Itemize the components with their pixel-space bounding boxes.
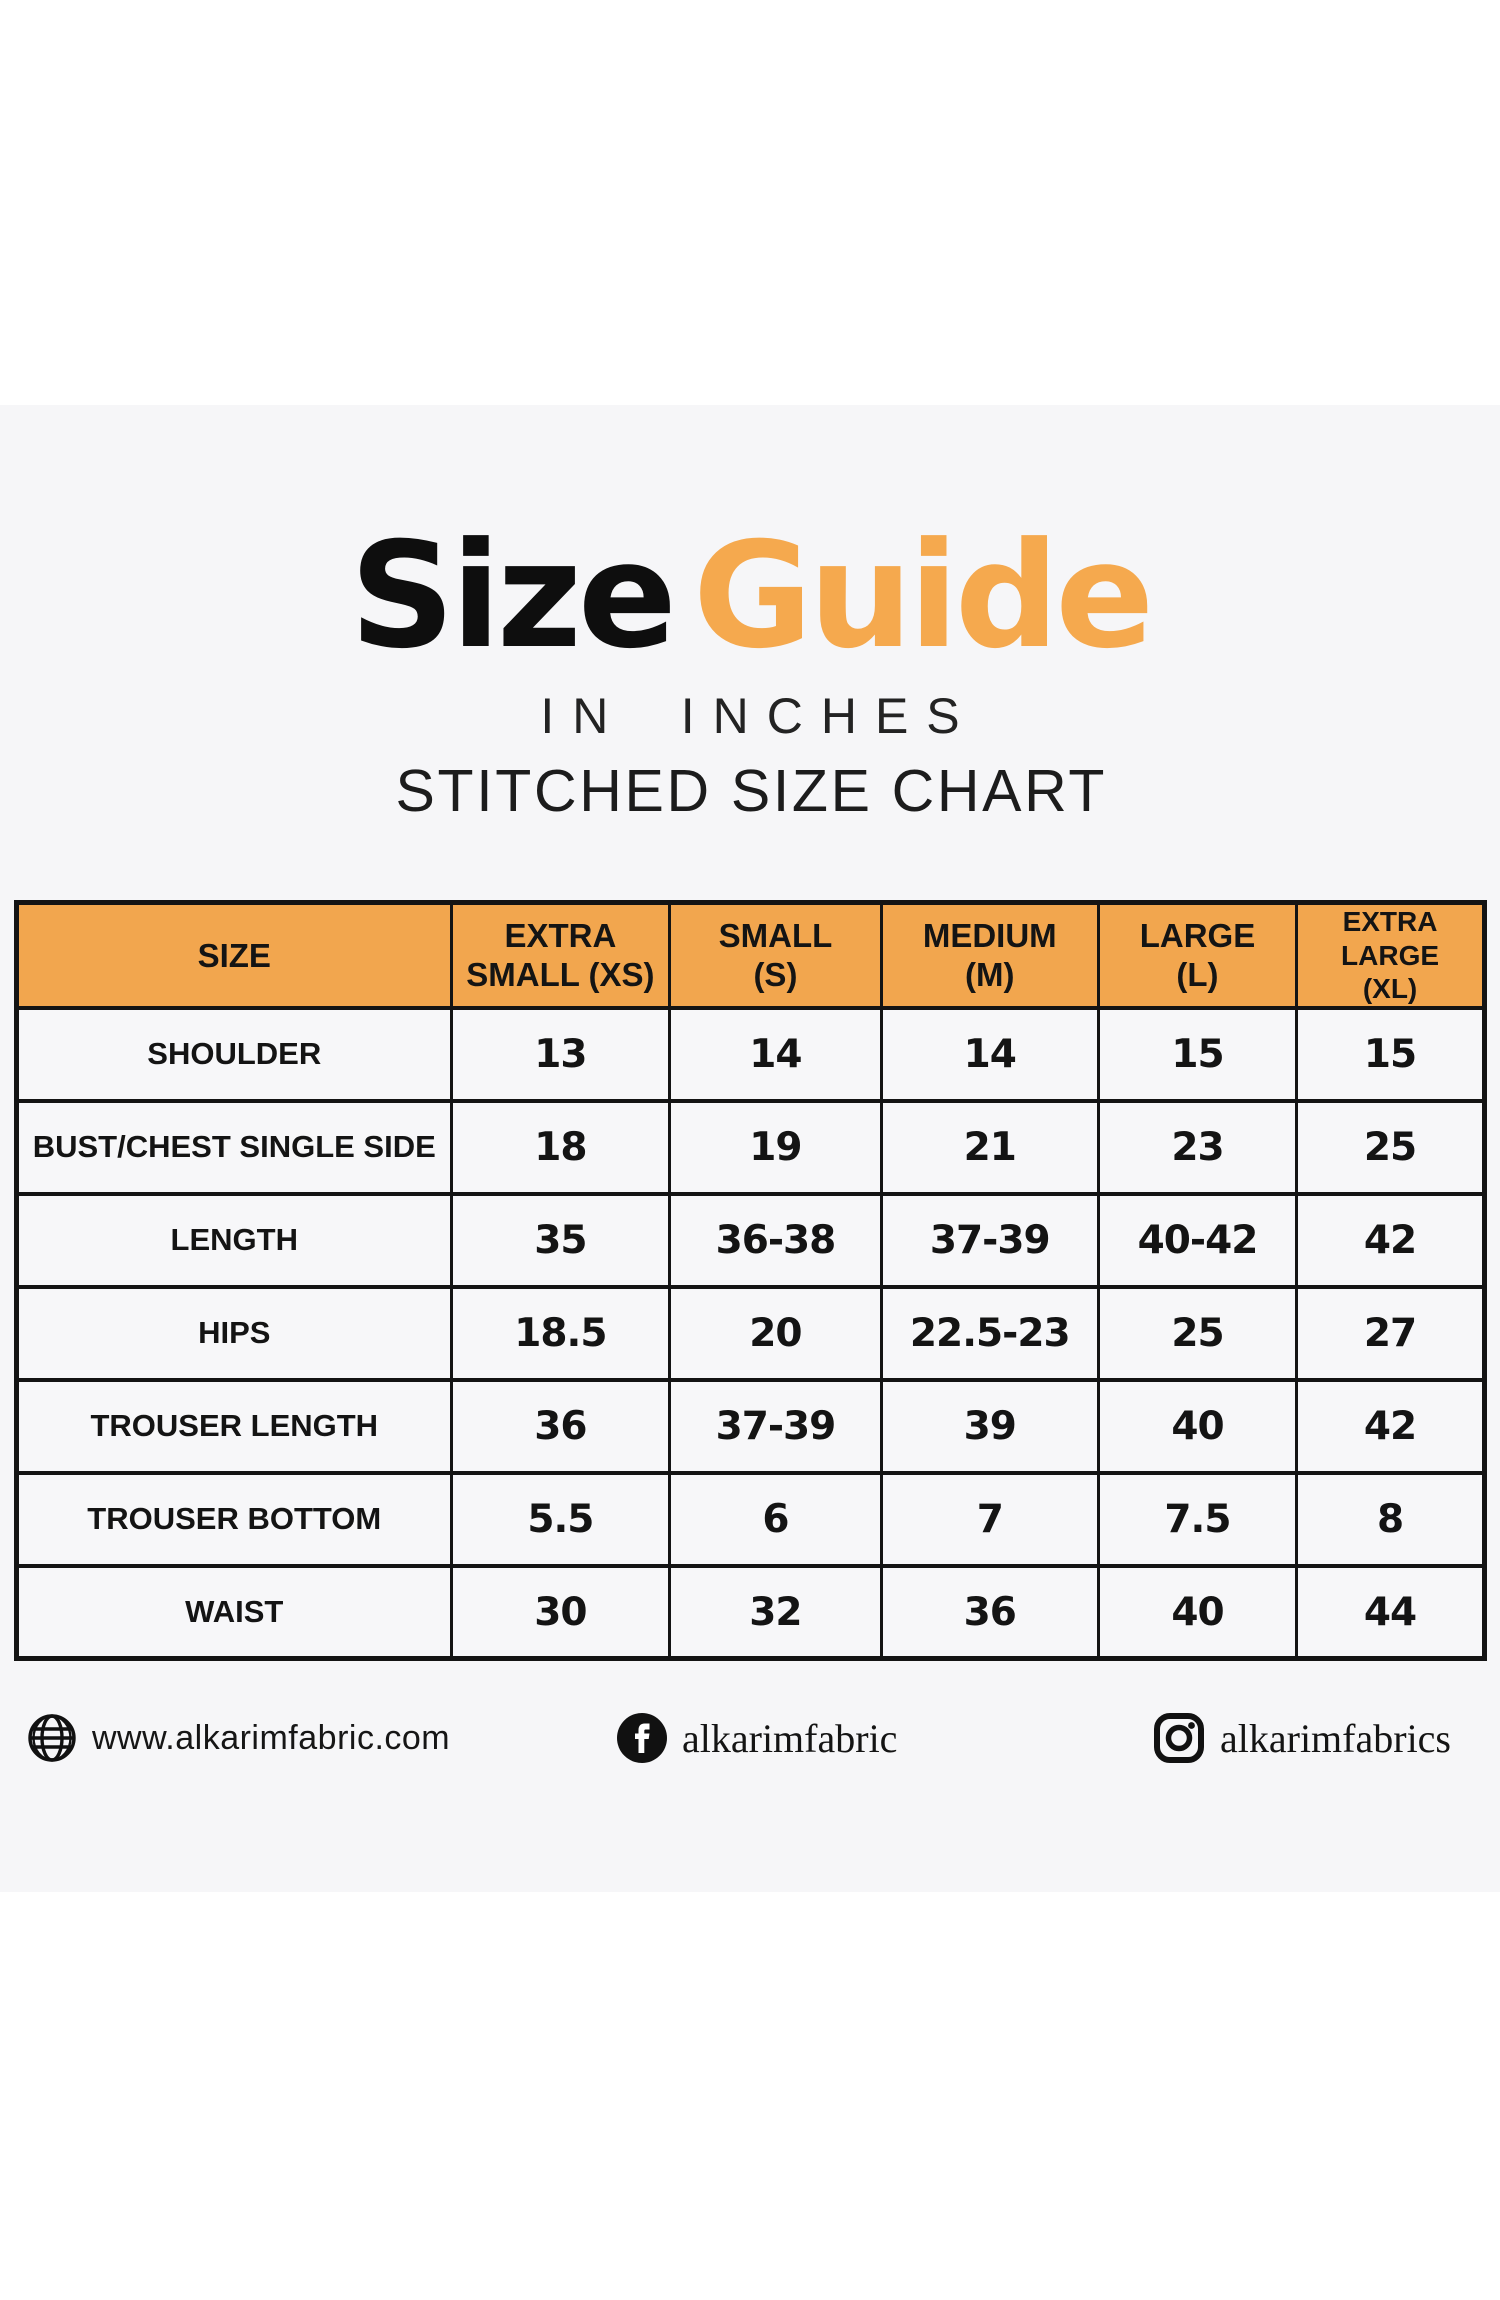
measurement-value: 8 — [1295, 1470, 1486, 1568]
measurement-value: 40 — [1096, 1563, 1299, 1661]
table-row-trouser-bottom: TROUSER BOTTOM 5.5 6 7 7.5 8 — [15, 1470, 1486, 1568]
measurement-value: 32 — [668, 1563, 883, 1661]
measurement-value: 36 — [449, 1377, 672, 1475]
table-header-row: SIZE EXTRA SMALL (XS) SMALL (S) MEDIUM (M) L… — [15, 900, 1486, 1010]
website-url: www.alkarimfabric.com — [92, 1718, 451, 1757]
measurement-value: 37-39 — [668, 1377, 883, 1475]
instagram-icon — [1152, 1711, 1206, 1765]
measurement-value: 7 — [879, 1470, 1100, 1568]
table-row-waist: WAIST 30 32 36 40 44 — [15, 1563, 1486, 1661]
row-label: WAIST — [15, 1563, 453, 1661]
measurement-value: 15 — [1295, 1005, 1486, 1103]
column-header-extra-large: EXTRA LARGE (XL) — [1295, 900, 1486, 1010]
column-header-medium: MEDIUM (M) — [879, 900, 1100, 1010]
title-word-size: Size — [349, 511, 677, 681]
measurement-value: 14 — [879, 1005, 1100, 1103]
globe-icon — [26, 1712, 78, 1764]
column-header-size: SIZE — [15, 900, 453, 1010]
measurement-value: 15 — [1096, 1005, 1299, 1103]
page-title: Size Guide — [0, 519, 1500, 673]
subtitle-in-inches: IN INCHES — [540, 688, 978, 745]
title-block: Size Guide IN INCHES STITCHED SIZE CHART — [0, 519, 1500, 825]
facebook-link[interactable]: alkarimfabric — [616, 1708, 897, 1768]
measurement-value: 36 — [879, 1563, 1100, 1661]
measurement-value: 7.5 — [1096, 1470, 1299, 1568]
table-row-trouser-length: TROUSER LENGTH 36 37-39 39 40 42 — [15, 1377, 1486, 1475]
row-label: HIPS — [15, 1284, 453, 1382]
facebook-icon — [616, 1712, 668, 1764]
column-header-extra: EXTRA SMALL (XS) — [449, 900, 672, 1010]
measurement-value: 14 — [668, 1005, 883, 1103]
instagram-handle: alkarimfabrics — [1220, 1715, 1451, 1761]
measurement-value: 25 — [1295, 1098, 1486, 1196]
table-row-hips: HIPS 18.5 20 22.5-23 25 27 — [15, 1284, 1486, 1382]
measurement-value: 19 — [668, 1098, 883, 1196]
column-header-large: LARGE (L) — [1096, 900, 1299, 1010]
measurement-value: 21 — [879, 1098, 1100, 1196]
table-row-bust-chest-single-side: BUST/CHEST SINGLE SIDE 18 19 21 23 25 — [15, 1098, 1486, 1196]
instagram-link[interactable]: alkarimfabrics — [1152, 1708, 1451, 1768]
measurement-value: 13 — [449, 1005, 672, 1103]
measurement-value: 18 — [449, 1098, 672, 1196]
measurement-value: 39 — [879, 1377, 1100, 1475]
measurement-value: 42 — [1295, 1377, 1486, 1475]
measurement-value: 5.5 — [449, 1470, 672, 1568]
table-row-length: LENGTH 35 36-38 37-39 40-42 42 — [15, 1191, 1486, 1289]
measurement-value: 42 — [1295, 1191, 1486, 1289]
facebook-handle: alkarimfabric — [682, 1715, 898, 1761]
measurement-value: 18.5 — [449, 1284, 672, 1382]
measurement-value: 35 — [449, 1191, 672, 1289]
column-header-small: SMALL (S) — [668, 900, 883, 1010]
website-link[interactable]: www.alkarimfabric.com — [26, 1708, 450, 1768]
measurement-value: 30 — [449, 1563, 672, 1661]
measurement-value: 6 — [668, 1470, 883, 1568]
measurement-value: 40 — [1096, 1377, 1299, 1475]
measurement-value: 37-39 — [879, 1191, 1100, 1289]
row-label: LENGTH — [15, 1191, 453, 1289]
measurement-value: 36-38 — [668, 1191, 883, 1289]
measurement-value: 40-42 — [1096, 1191, 1299, 1289]
title-word-guide: Guide — [692, 511, 1154, 681]
measurement-value: 25 — [1096, 1284, 1299, 1382]
measurement-value: 22.5-23 — [879, 1284, 1100, 1382]
size-chart-table: SIZE EXTRA SMALL (XS) SMALL (S) MEDIUM (M) L… — [14, 900, 1487, 1662]
measurement-value: 23 — [1096, 1098, 1299, 1196]
table-row-shoulder: SHOULDER 13 14 14 15 15 — [15, 1005, 1486, 1103]
row-label: TROUSER BOTTOM — [15, 1470, 453, 1568]
row-label: SHOULDER — [15, 1005, 453, 1103]
measurement-value: 27 — [1295, 1284, 1486, 1382]
row-label: BUST/CHEST SINGLE SIDE — [15, 1098, 453, 1196]
measurement-value: 44 — [1295, 1563, 1486, 1661]
row-label: TROUSER LENGTH — [15, 1377, 453, 1475]
measurement-value: 20 — [668, 1284, 883, 1382]
subtitle-stitched-size-chart: STITCHED SIZE CHART — [395, 758, 1108, 825]
